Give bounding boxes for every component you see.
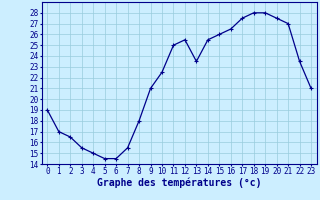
X-axis label: Graphe des températures (°c): Graphe des températures (°c) [97,177,261,188]
